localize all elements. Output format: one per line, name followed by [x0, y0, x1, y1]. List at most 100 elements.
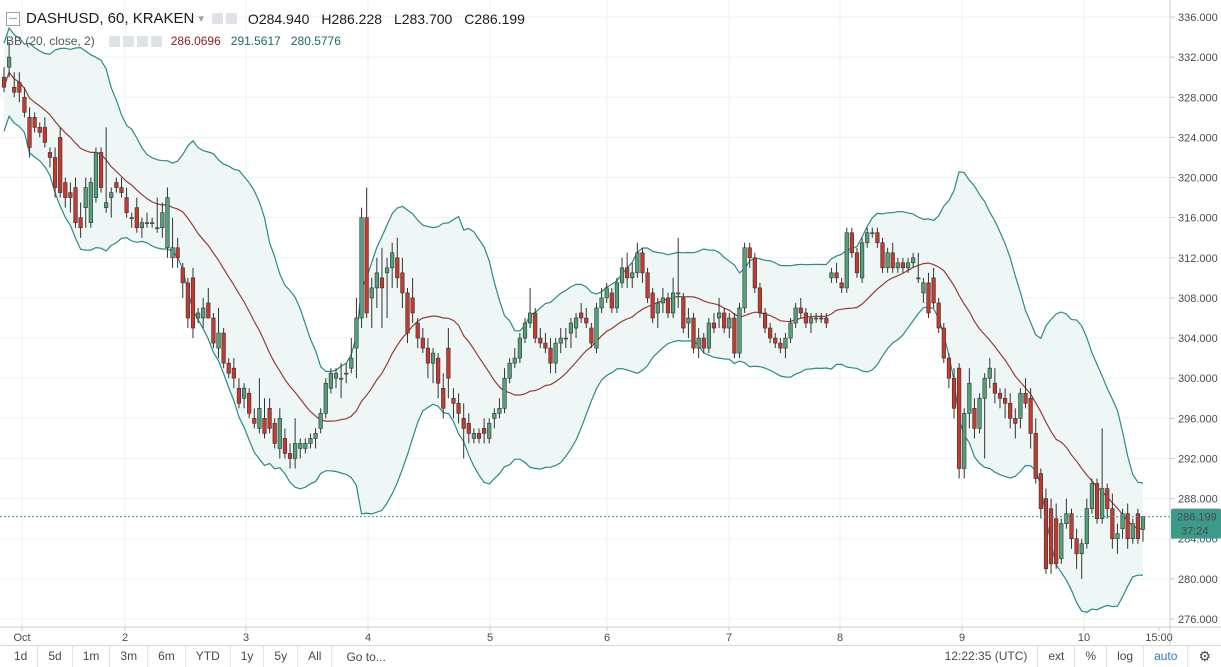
price-tick-label: 296.000 — [1178, 413, 1218, 425]
candle-body — [533, 312, 538, 339]
time-tick-label: 7 — [726, 632, 732, 644]
candle-body — [441, 387, 446, 409]
candle-body — [1089, 483, 1095, 509]
candle-body — [482, 428, 487, 434]
candle-body — [63, 182, 68, 198]
candle-body — [466, 423, 471, 434]
candle-body — [344, 372, 349, 375]
range-6m-button[interactable]: 6m — [148, 646, 186, 667]
gear-icon[interactable]: ⚙ — [1187, 646, 1221, 667]
upper-value: 291.5617 — [230, 34, 281, 48]
candle-body — [339, 377, 344, 380]
candle-body — [507, 362, 512, 379]
log-toggle[interactable]: log — [1106, 646, 1143, 667]
candle-body — [997, 392, 1003, 399]
price-chart[interactable]: 336.000 332.000 328.000 324.000 320.000 316.0… — [0, 0, 1221, 645]
candle-body — [476, 433, 482, 439]
eye-icon[interactable] — [108, 35, 120, 47]
auto-toggle[interactable]: auto — [1143, 646, 1187, 667]
collapse-icon[interactable] — [6, 11, 20, 26]
candle-body — [1084, 508, 1089, 545]
candle-body — [737, 307, 742, 354]
range-all-button[interactable]: All — [298, 646, 333, 667]
candle-body — [517, 337, 522, 359]
candle-body — [972, 407, 977, 429]
bottom-toolbar: 1d 5d 1m 3m 6m YTD 1y 5y All Go to... 12… — [0, 645, 1221, 667]
price-axis[interactable]: 336.000 332.000 328.000 324.000 320.000 316.0… — [1170, 12, 1218, 626]
candle-body — [916, 277, 921, 280]
candle-body — [676, 292, 681, 295]
candle-body — [293, 443, 298, 459]
candle-body — [7, 56, 12, 68]
time-tick-label: 6 — [604, 632, 610, 644]
candle-body — [369, 287, 374, 299]
range-1y-button[interactable]: 1y — [231, 646, 265, 667]
time-tick-label: 2 — [122, 632, 128, 644]
bollinger-upper-band — [3, 26, 1144, 484]
range-ytd-button[interactable]: YTD — [186, 646, 231, 667]
candle-body — [226, 362, 231, 374]
settings-icon[interactable] — [122, 35, 134, 47]
candle-body — [921, 282, 926, 294]
symbol-label[interactable]: DASHUSD, 60, KRAKEN — [26, 10, 195, 27]
high-label: H — [321, 10, 332, 27]
candle-body — [870, 232, 875, 235]
candle-body — [42, 127, 47, 143]
candle-body — [757, 287, 763, 314]
percent-toggle[interactable]: % — [1074, 646, 1106, 667]
candle-body — [752, 257, 757, 289]
close-icon[interactable] — [150, 35, 162, 47]
ext-toggle[interactable]: ext — [1037, 646, 1074, 667]
chevron-down-icon[interactable]: ▾ — [198, 13, 204, 25]
candle-body — [129, 217, 134, 219]
candle-body — [839, 282, 844, 289]
indicator-name[interactable]: BB (20, close, 2) — [6, 34, 95, 48]
candle-body — [1064, 513, 1069, 524]
time-tick-label: 5 — [487, 632, 493, 644]
candle-body — [681, 297, 686, 329]
range-1d-button[interactable]: 1d — [0, 646, 39, 667]
candle-body — [134, 207, 139, 228]
candle-body — [471, 433, 476, 439]
candle-body — [568, 322, 574, 334]
candle-body — [58, 137, 63, 193]
candle-body — [165, 197, 170, 249]
time-axis[interactable]: Oct 2 3 4 5 6 7 8 9 10 15:00 — [13, 627, 1173, 644]
settings-icon[interactable] — [225, 13, 237, 24]
candle-body — [962, 413, 967, 469]
candle-body — [589, 327, 594, 344]
candle-body — [660, 297, 665, 304]
candle-body — [1069, 513, 1074, 540]
candle-body — [977, 397, 982, 429]
candle-body — [98, 152, 104, 188]
candle-body — [844, 232, 849, 289]
candle-body — [323, 382, 328, 414]
add-icon[interactable] — [136, 35, 148, 47]
range-1m-button[interactable]: 1m — [73, 646, 111, 667]
last-price-label: 286.199 — [1177, 512, 1217, 524]
candle-body — [1038, 473, 1043, 509]
goto-button[interactable]: Go to... — [346, 649, 386, 664]
candle-body — [711, 322, 717, 329]
utc-clock[interactable]: 12:22:35 (UTC) — [944, 649, 1028, 663]
candle-body — [987, 367, 992, 379]
price-tick-label: 320.000 — [1178, 173, 1218, 185]
eye-icon[interactable] — [211, 13, 223, 24]
candle-body — [824, 317, 829, 324]
candle-body — [277, 418, 282, 449]
low-label: L — [393, 10, 402, 27]
candle-body — [298, 443, 303, 449]
candle-body — [911, 257, 916, 264]
candle-body — [22, 96, 27, 113]
candle-body — [584, 317, 589, 324]
candle-body — [946, 357, 951, 379]
candle-body — [538, 337, 543, 344]
candle-body — [267, 407, 272, 429]
range-5d-button[interactable]: 5d — [38, 646, 73, 667]
time-tick-label: Oct — [13, 632, 30, 644]
candle-body — [512, 357, 517, 364]
range-5y-button[interactable]: 5y — [264, 646, 299, 667]
range-3m-button[interactable]: 3m — [110, 646, 149, 667]
candle-body — [957, 367, 962, 469]
close-label: C — [464, 10, 475, 27]
